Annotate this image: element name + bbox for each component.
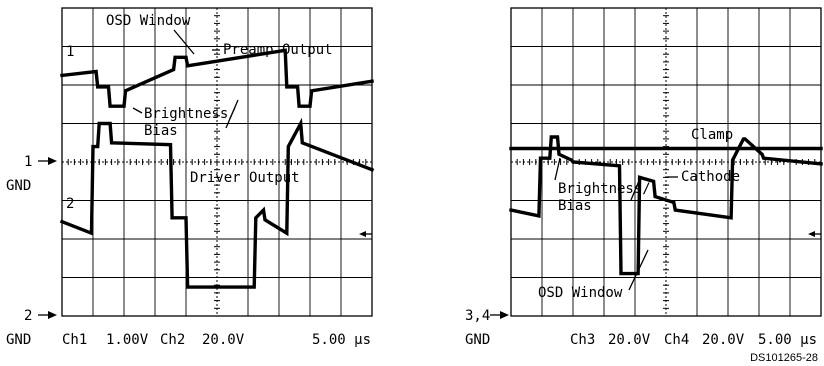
left-scope-grid <box>61 7 373 317</box>
ch1-footer-label: Ch1 <box>62 332 87 348</box>
figure-id: DS101265-28 <box>750 352 818 364</box>
left-edge-arrow-icon <box>359 231 366 237</box>
right-scope-traces <box>508 135 823 276</box>
right-brightness-label: Brightness/ <box>558 181 651 197</box>
right-osd-window-leader <box>628 249 649 291</box>
ch1-trace-marker: 1 <box>66 44 74 60</box>
gnd1-sub-label: GND <box>6 178 31 194</box>
right-time-per-div: 5.00 µs <box>758 332 817 348</box>
right-brightness-leader-b <box>630 175 642 201</box>
left-frame <box>61 7 373 317</box>
left-trace-driver-output <box>59 117 375 289</box>
gnd1-arrow-icon <box>48 157 57 165</box>
ch2-trace-marker: 2 <box>66 196 74 212</box>
left-osd-window-leader <box>173 29 195 55</box>
right-scope: Clamp Cathode Brightness/ Bias OSD Windo… <box>465 7 823 364</box>
left-scope-traces <box>59 48 375 289</box>
right-trace-cathode <box>508 135 823 276</box>
right-brightness-leader-a <box>554 157 561 181</box>
preamp-output-label: Preamp Output <box>223 42 333 58</box>
gnd34-arrow-icon <box>500 311 509 319</box>
gnd34-marker-label: 3,4 <box>465 308 490 324</box>
gnd2-marker-label: 2 <box>24 308 32 324</box>
ch3-scale: 20.0V <box>608 332 651 348</box>
left-brightness-label: Brightness/ <box>144 106 237 122</box>
gnd2-arrow-icon <box>48 311 57 319</box>
right-edge-arrow-icon <box>808 231 815 237</box>
left-brightness-leader-b <box>225 99 239 129</box>
ch2-scale: 20.0V <box>202 332 245 348</box>
driver-output-label: Driver Output <box>190 170 300 186</box>
ch4-scale: 20.0V <box>702 332 745 348</box>
gnd1-marker-label: 1 <box>24 154 32 170</box>
gnd34-sub-label: GND <box>465 332 490 348</box>
right-osd-window-label: OSD Window <box>538 285 623 301</box>
left-time-per-div: 5.00 µs <box>312 332 371 348</box>
ch2-footer-label: Ch2 <box>160 332 185 348</box>
ch3-footer-label: Ch3 <box>570 332 595 348</box>
right-frame <box>510 7 822 317</box>
left-scope: 1 2 OSD Window Preamp Output Brightness/… <box>6 7 375 348</box>
right-scope-grid <box>510 7 822 317</box>
left-trace-preamp-output <box>60 48 374 108</box>
clamp-label: Clamp <box>691 127 733 143</box>
left-brightness-leader-a <box>132 107 143 114</box>
ch1-scale: 1.00V <box>106 332 149 348</box>
cathode-label: Cathode <box>681 169 740 185</box>
left-bias-label: Bias <box>144 123 178 139</box>
ch4-footer-label: Ch4 <box>664 332 689 348</box>
right-bias-label: Bias <box>558 198 592 214</box>
gnd2-sub-label: GND <box>6 332 31 348</box>
left-osd-window-label: OSD Window <box>106 13 191 29</box>
